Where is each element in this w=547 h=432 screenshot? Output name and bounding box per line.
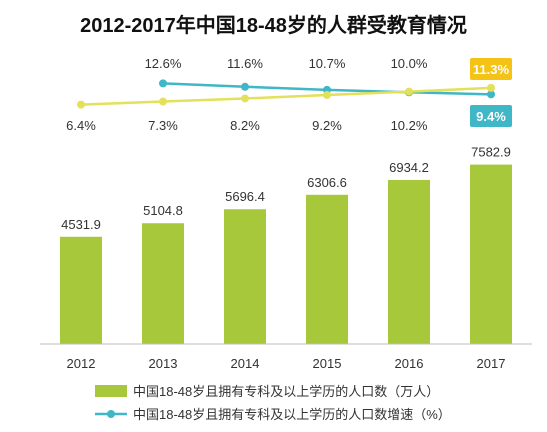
bar-value-label: 6934.2 xyxy=(389,160,429,175)
bar-2012 xyxy=(60,236,102,344)
bar-value-label: 4531.9 xyxy=(61,217,101,232)
bar-value-label: 5696.4 xyxy=(225,189,265,204)
series-value-label: 8.2% xyxy=(230,118,260,133)
series-point xyxy=(405,87,413,96)
bar-value-label: 7582.9 xyxy=(471,145,511,160)
legend-label-bar: 中国18-48岁且拥有专科及以上学历的人口数（万人） xyxy=(133,384,439,399)
legend: 中国18-48岁且拥有专科及以上学历的人口数（万人） 中国18-48岁且拥有专科及… xyxy=(95,384,451,422)
series-value-label: 7.3% xyxy=(148,118,178,133)
x-tick-label: 2016 xyxy=(395,356,424,371)
series-line-1 xyxy=(80,86,492,106)
bar-value-label: 5104.8 xyxy=(143,203,183,218)
series-point xyxy=(487,90,495,99)
series-callout-label: 9.4% xyxy=(476,109,506,124)
bar-2013 xyxy=(142,223,184,344)
x-tick-label: 2013 xyxy=(149,356,178,371)
series-value-label: 10.7% xyxy=(309,56,346,71)
bar-2015 xyxy=(306,194,348,344)
bar-labels-layer: 4531.9 5104.8 5696.4 6306.6 6934.2 7582.9 xyxy=(61,145,511,232)
bars-layer xyxy=(60,164,512,344)
bar-value-label: 6306.6 xyxy=(307,175,347,190)
x-tick-label: 2015 xyxy=(313,356,342,371)
x-tick-labels: 2012 2013 2014 2015 2016 2017 xyxy=(67,356,506,371)
series-value-label: 9.2% xyxy=(312,118,342,133)
lines-layer xyxy=(77,79,495,109)
series-point xyxy=(241,82,249,91)
series-point xyxy=(323,91,331,100)
legend-swatch-marker xyxy=(107,410,115,418)
series-value-label: 10.2% xyxy=(391,118,428,133)
series-value-label: 11.6% xyxy=(227,56,263,71)
x-tick-label: 2014 xyxy=(231,356,260,371)
series-callout-box xyxy=(470,105,512,127)
x-tick-label: 2012 xyxy=(67,356,96,371)
series-point xyxy=(487,83,495,92)
series-value-label: 6.4% xyxy=(66,118,96,133)
chart-title: 2012-2017年中国18-48岁的人群受教育情况 xyxy=(80,13,467,37)
bar-2016 xyxy=(388,179,430,344)
series-point xyxy=(159,97,167,106)
legend-swatch-bar xyxy=(95,385,127,397)
bar-2014 xyxy=(224,209,266,344)
series-point xyxy=(77,100,85,109)
bar-2017 xyxy=(470,164,512,344)
series-value-label: 12.6% xyxy=(145,56,182,71)
legend-label-line: 中国18-48岁且拥有专科及以上学历的人口数增速（%） xyxy=(133,407,451,422)
series-point xyxy=(241,94,249,103)
x-tick-label: 2017 xyxy=(477,356,506,371)
line-labels-layer: 12.6% 11.6% 10.7% 10.0% 9.4% 6.4% 7.3% 8.2% 9.2%… xyxy=(66,56,512,133)
series-callout-label: 11.3% xyxy=(473,62,510,77)
series-point xyxy=(159,79,167,88)
series-callout-box xyxy=(470,58,512,80)
series-value-label: 10.0% xyxy=(391,56,428,71)
